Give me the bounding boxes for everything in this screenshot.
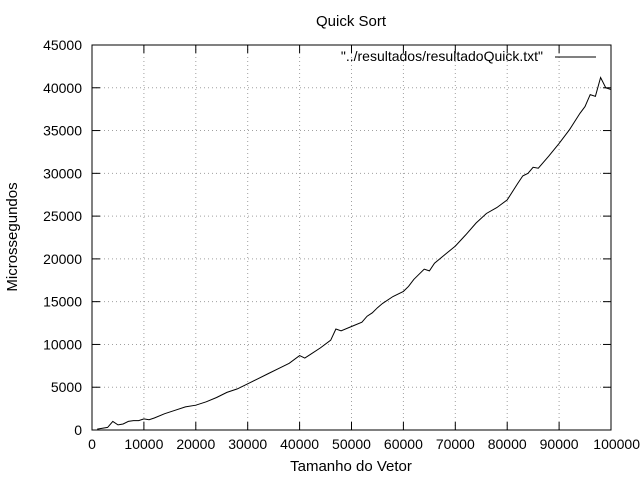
legend: "../resultados/resultadoQuick.txt" — [341, 48, 596, 64]
x-tick-label: 100000 — [593, 436, 640, 452]
y-tick-label: 45000 — [43, 37, 82, 53]
y-tick-label: 0 — [74, 422, 82, 438]
x-tick-label: 70000 — [436, 436, 475, 452]
y-axis-label: Microssegundos — [4, 182, 21, 291]
series-line — [97, 76, 612, 430]
y-tick-labels: 0 5000 10000 15000 20000 25000 30000 35000 40000… — [43, 37, 82, 438]
y-tick-label: 15000 — [43, 294, 82, 310]
x-tick-label: 10000 — [124, 436, 163, 452]
y-tick-label: 5000 — [51, 379, 82, 395]
y-tick-label: 40000 — [43, 80, 82, 96]
x-tick-label: 40000 — [280, 436, 319, 452]
x-tick-label: 20000 — [176, 436, 215, 452]
x-tick-label: 30000 — [228, 436, 267, 452]
y-tick-label: 20000 — [43, 251, 82, 267]
y-tick-label: 30000 — [43, 165, 82, 181]
x-tick-label: 90000 — [540, 436, 579, 452]
legend-label: "../resultados/resultadoQuick.txt" — [341, 48, 543, 64]
x-tick-label: 80000 — [488, 436, 527, 452]
x-axis-label: Tamanho do Vetor — [290, 458, 412, 475]
x-tick-labels: 0 10000 20000 30000 40000 50000 60000 70000 8000… — [88, 436, 640, 452]
chart-title: Quick Sort — [316, 13, 387, 30]
x-tick-label: 60000 — [384, 436, 423, 452]
plot-border — [91, 44, 612, 431]
x-tick-label: 0 — [88, 436, 96, 452]
y-tick-label: 10000 — [43, 336, 82, 352]
y-tick-label: 25000 — [43, 208, 82, 224]
grid-lines — [92, 45, 611, 430]
y-tick-label: 35000 — [43, 123, 82, 139]
x-tick-label: 50000 — [332, 436, 371, 452]
